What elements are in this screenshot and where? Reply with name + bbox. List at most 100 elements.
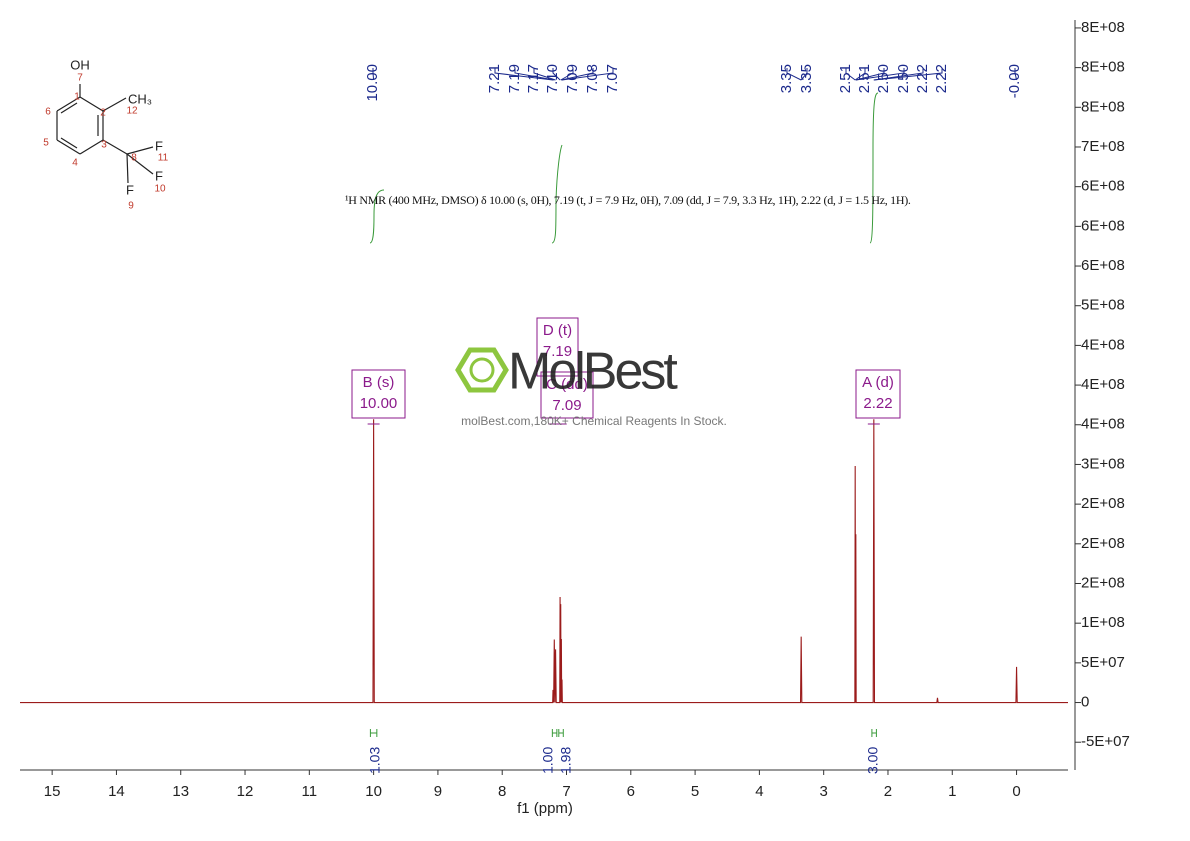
peak-label: 2.22 [933, 64, 950, 93]
multiplet-box [540, 371, 594, 419]
peak-connector [786, 68, 802, 81]
x-tick-label: 15 [44, 783, 61, 800]
peak-label: 2.51 [837, 64, 854, 93]
x-axis-label: f1 (ppm) [517, 800, 573, 817]
y-tick-label: 8E+08 [1081, 98, 1125, 115]
peak-connector [561, 68, 594, 81]
peak-connector [514, 68, 555, 81]
x-tick-label: 7 [562, 783, 570, 800]
watermark-brand: MolBest [508, 343, 678, 401]
multiplet-label: D (t) [543, 322, 572, 339]
y-tick-label: 6E+08 [1081, 217, 1125, 234]
y-tick-label: 4E+08 [1081, 336, 1125, 353]
peak-label: 2.50 [895, 64, 912, 93]
integral-label: 1.98 [558, 747, 574, 774]
atom-number: 9 [128, 201, 134, 212]
peak-connector [873, 68, 924, 81]
peak-connector [1014, 68, 1018, 81]
peak-connector [560, 68, 574, 81]
integral-bar [369, 729, 378, 737]
multiplet-shift: 10.00 [360, 395, 398, 412]
peak-label: 2.22 [914, 64, 931, 93]
peak-label: 7.19 [506, 64, 523, 93]
y-tick-label: 6E+08 [1081, 178, 1125, 195]
atom-number: 1 [74, 92, 80, 103]
peak-connector [845, 68, 856, 81]
atom-label: OH [70, 57, 90, 72]
nmr-description: ¹H NMR (400 MHz, DMSO) δ 10.00 (s, 0H), … [345, 193, 911, 207]
peak-label: 7.07 [604, 64, 621, 93]
peak-connector [854, 68, 866, 81]
y-tick-label: 2E+08 [1081, 495, 1125, 512]
peak-label: 10.00 [364, 64, 381, 102]
multiplet-label: A (d) [862, 374, 894, 391]
peak-label: 7.21 [486, 64, 503, 93]
peak-label: 7.08 [584, 64, 601, 93]
y-tick-label: 5E+07 [1081, 654, 1125, 671]
atom-number: 6 [45, 107, 51, 118]
y-tick-label: 4E+08 [1081, 376, 1125, 393]
y-tick-label: 6E+08 [1081, 257, 1125, 274]
multiplet-label: C (dd) [546, 376, 588, 393]
x-tick-label: 3 [820, 783, 828, 800]
y-tick-label: -5E+07 [1081, 733, 1130, 750]
x-tick-label: 8 [498, 783, 506, 800]
peak-connector [855, 68, 885, 81]
peak-connector [552, 68, 561, 81]
x-tick-label: 11 [302, 783, 318, 800]
peak-connector [533, 68, 556, 81]
atom-label: F [155, 168, 163, 183]
atom-number: 5 [43, 138, 49, 149]
peak-connector [372, 68, 375, 81]
atom-number: 2 [100, 108, 106, 119]
multiplet-shift: 7.19 [543, 343, 572, 360]
y-tick-label: 5E+08 [1081, 297, 1125, 314]
peak-label: 3.35 [798, 64, 815, 93]
atom-label: F [126, 182, 134, 197]
y-tick-label: 8E+08 [1081, 19, 1125, 36]
x-tick-label: 2 [884, 783, 892, 800]
spectrum-line [20, 419, 1068, 704]
peak-connector [494, 68, 554, 81]
x-tick-label: 5 [691, 783, 699, 800]
peak-label: 3.35 [778, 64, 795, 93]
integral-label: 3.00 [865, 747, 881, 774]
multiplet-box [351, 369, 406, 419]
atom-number: 10 [154, 184, 166, 195]
integral-bar [551, 729, 558, 737]
watermark-logo [455, 347, 509, 393]
peak-label: -0.00 [1006, 64, 1023, 98]
atom-label: CH₃ [128, 91, 152, 106]
x-tick-label: 12 [237, 783, 254, 800]
integral-bar [871, 729, 877, 737]
integral-label: 1.03 [367, 747, 383, 774]
x-tick-label: 6 [627, 783, 635, 800]
integral-curves [369, 92, 879, 244]
atom-number: 11 [158, 153, 169, 164]
y-tick-label: 1E+08 [1081, 614, 1125, 631]
peak-connector [855, 68, 905, 81]
atom-label: F [155, 138, 163, 153]
atom-number: 8 [131, 153, 137, 164]
y-tick-label: 2E+08 [1081, 574, 1125, 591]
atom-number: 12 [126, 106, 138, 117]
y-tick-label: 2E+08 [1081, 535, 1125, 552]
multiplet-shift: 2.22 [863, 395, 892, 412]
peak-label: 7.17 [525, 64, 542, 93]
multiplet-box [536, 317, 579, 377]
x-tick-label: 1 [948, 783, 956, 800]
peak-connector [561, 68, 614, 81]
peak-connector [800, 68, 808, 81]
atom-number: 4 [72, 158, 78, 169]
integral-label: 1.00 [540, 747, 556, 774]
peak-connector [873, 68, 943, 81]
atom-number: 7 [77, 73, 83, 84]
integral-bar [558, 729, 564, 737]
x-tick-label: 14 [108, 783, 125, 800]
x-tick-label: 4 [755, 783, 763, 800]
x-tick-label: 9 [434, 783, 442, 800]
y-tick-label: 0 [1081, 694, 1089, 711]
molecule-bonds [56, 84, 154, 184]
